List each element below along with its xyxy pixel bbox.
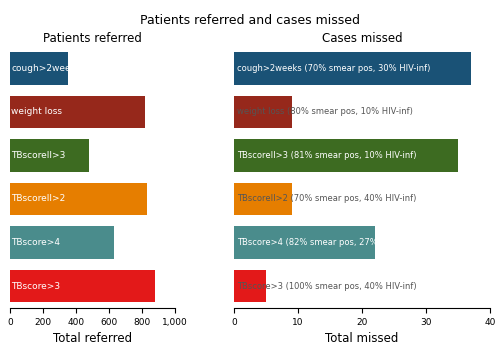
- Bar: [10, 96, 145, 128]
- X-axis label: Total missed: Total missed: [326, 332, 398, 345]
- Text: weight loss: weight loss: [12, 107, 63, 116]
- Title: Patients referred: Patients referred: [43, 32, 142, 45]
- Text: cough>2weeks (70% smear pos, 30% HIV-inf): cough>2weeks (70% smear pos, 30% HIV-inf…: [236, 64, 430, 73]
- Title: Cases missed: Cases missed: [322, 32, 402, 45]
- Text: TBscore>4: TBscore>4: [12, 238, 60, 247]
- Bar: [234, 183, 291, 215]
- Bar: [234, 96, 291, 128]
- Text: weight loss (80% smear pos, 10% HIV-inf): weight loss (80% smear pos, 10% HIV-inf): [236, 107, 412, 116]
- Text: TBscore>4 (82% smear pos, 27% HIV-inf): TBscore>4 (82% smear pos, 27% HIV-inf): [236, 238, 411, 247]
- Bar: [234, 52, 471, 84]
- Text: cough>2weeks: cough>2weeks: [12, 64, 81, 73]
- Bar: [10, 226, 114, 259]
- Bar: [10, 270, 156, 303]
- Bar: [234, 139, 458, 172]
- Bar: [10, 183, 147, 215]
- Text: TBscore>3 (100% smear pos, 40% HIV-inf): TBscore>3 (100% smear pos, 40% HIV-inf): [236, 282, 416, 291]
- Bar: [234, 270, 266, 303]
- Bar: [10, 52, 68, 84]
- Text: TBscore>3: TBscore>3: [12, 282, 60, 291]
- Text: TBscoreII>2: TBscoreII>2: [12, 194, 66, 203]
- Text: TBscoreII>3 (81% smear pos, 10% HIV-inf): TBscoreII>3 (81% smear pos, 10% HIV-inf): [236, 151, 416, 160]
- Bar: [234, 226, 375, 259]
- Text: TBscoreII>2 (70% smear pos, 40% HIV-inf): TBscoreII>2 (70% smear pos, 40% HIV-inf): [236, 194, 416, 203]
- X-axis label: Total referred: Total referred: [53, 332, 132, 345]
- Text: TBscoreII>3: TBscoreII>3: [12, 151, 66, 160]
- Text: Patients referred and cases missed: Patients referred and cases missed: [140, 14, 360, 27]
- Bar: [10, 139, 90, 172]
